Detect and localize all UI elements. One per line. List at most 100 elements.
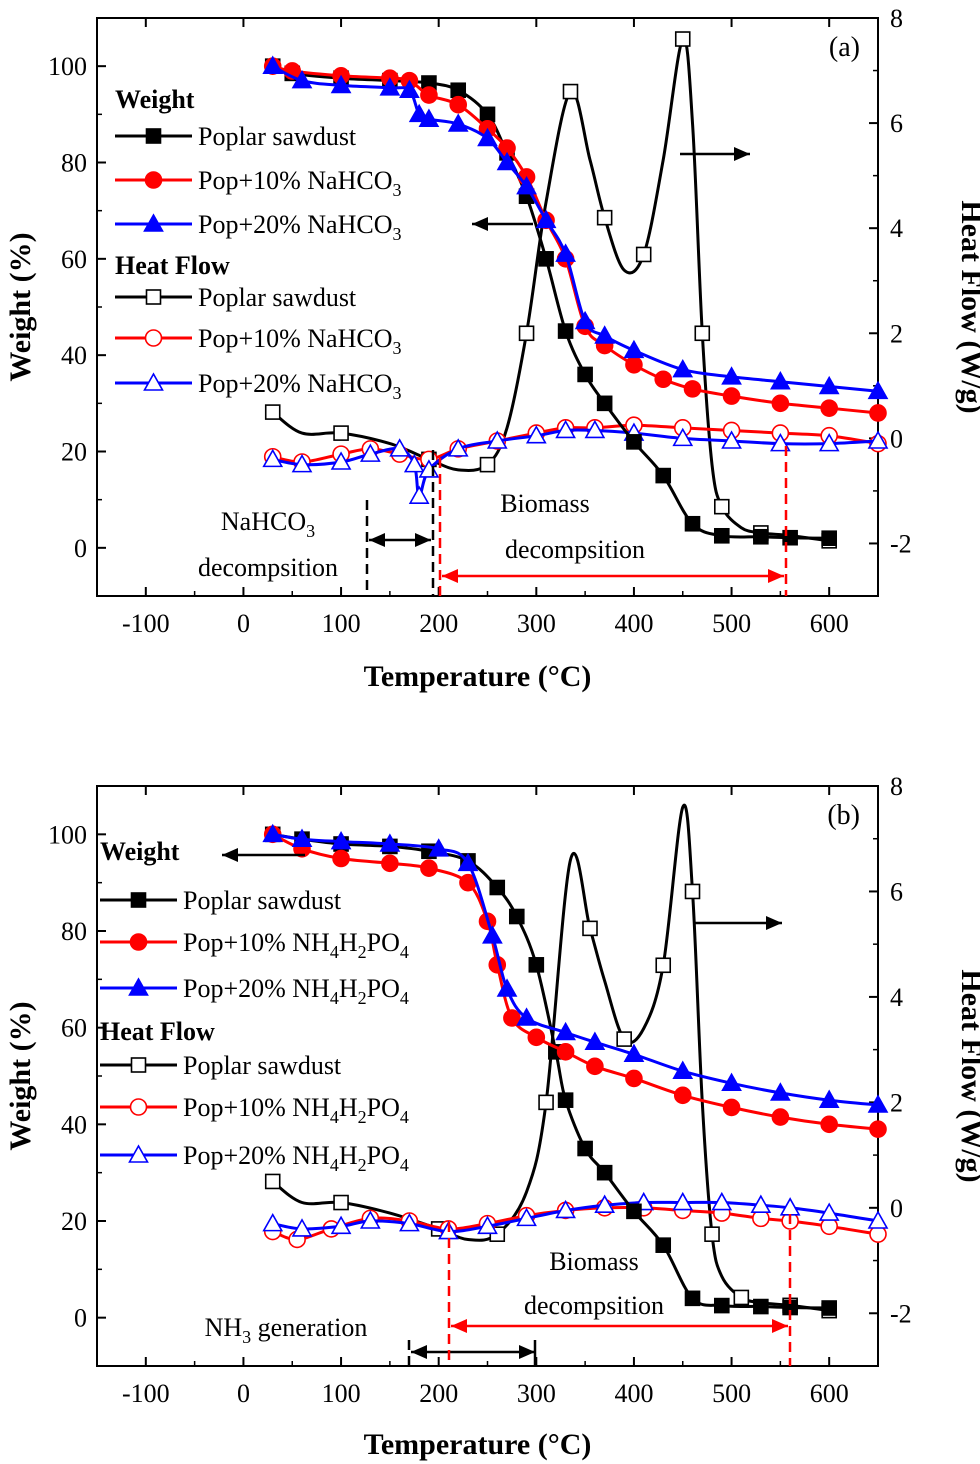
weight-axis-arrow-head: [472, 217, 488, 231]
weight-series-point: [672, 358, 694, 378]
weight-series-point: [577, 1140, 593, 1157]
x-tick-label: 300: [517, 1379, 556, 1408]
weight-series-point: [867, 1094, 889, 1113]
heat-flow-series-point: [616, 1031, 632, 1047]
weight-series-point: [721, 1072, 742, 1092]
weight-series-point: [557, 1092, 574, 1108]
weight-series-point: [596, 395, 613, 412]
legend-subscript: 2: [358, 942, 367, 962]
weight-series-point: [626, 1203, 642, 1220]
weight-series-point: [408, 103, 430, 123]
x-tick-label: -100: [122, 1379, 170, 1408]
annotation-biomass: Biomass: [500, 489, 590, 518]
weight-series-point: [535, 209, 557, 229]
weight-series-point: [457, 852, 479, 872]
y2-tick-label: 0: [890, 424, 903, 453]
weight-series-point: [527, 1028, 546, 1047]
legend-subscript: 2: [358, 1107, 367, 1127]
weight-series-line-1: [272, 832, 879, 1131]
legend-subscript: 2: [358, 988, 367, 1008]
legend-marker: [144, 171, 163, 189]
x-tick-label: 100: [322, 1379, 361, 1408]
legend-subscript: 4: [330, 1107, 339, 1127]
y2-tick-label: -2: [890, 529, 912, 558]
heat-flow-series-point: [291, 454, 313, 473]
legend-subscript: 3: [393, 338, 402, 358]
weight-series-point: [623, 1043, 645, 1063]
weight-series-point: [291, 69, 313, 89]
panel-a: -100 0 100 200 300 400 500 600 0 20 40 60 80 100 -2 0 2 4…: [4, 4, 980, 693]
heat-flow-series-point: [447, 438, 469, 457]
nahco3-range-arrow-head: [415, 533, 431, 547]
legend-entry-text: Poplar sawdust: [198, 122, 357, 151]
weight-series-point: [625, 355, 643, 374]
weight-series-point: [496, 978, 518, 997]
weight-series-point: [516, 1007, 537, 1026]
legend-entry-text: Poplar sawdust: [183, 1051, 342, 1080]
legend-entry: Poplar sawdust: [183, 886, 342, 915]
legend-marker: [128, 977, 149, 996]
y2-tick-label: 6: [890, 877, 903, 906]
x-tick-label: 600: [810, 1379, 849, 1408]
y-tick-label: 40: [61, 1110, 87, 1139]
annotation-nh3: NH3 generation: [205, 1313, 368, 1347]
weight-series-point: [291, 828, 313, 847]
annotation-biomass: Biomass: [549, 1247, 639, 1276]
heat-flow-series-point: [262, 1213, 284, 1232]
legend-entry: Poplar sawdust: [198, 122, 357, 151]
y-tick-label: 60: [61, 1014, 87, 1043]
weight-series-point: [771, 394, 790, 413]
weight-series-line-0: [272, 64, 830, 540]
heat-flow-series-point: [330, 451, 352, 470]
y2-tick-label: 8: [890, 772, 903, 801]
legend-marker: [143, 213, 164, 232]
legend-entry: Pop+10% NaHCO3: [198, 324, 402, 358]
y2-tick-label: 8: [890, 4, 903, 33]
biomass-range-arrow-tail: [442, 569, 458, 583]
heat-flow-series-point: [486, 430, 508, 449]
legend-formula-part: PO: [367, 1141, 400, 1170]
heat-flow-series-point: [562, 83, 579, 100]
weight-series-point: [684, 515, 701, 532]
weight-series-point: [753, 1298, 769, 1315]
weight-series-point: [496, 151, 518, 171]
y2-axis-label: Heat Flow (W/g): [955, 200, 980, 413]
heat-flow-series-point: [818, 432, 840, 452]
annotation-nahco3-line2: decompsition: [198, 553, 338, 582]
legend-entry: Pop+20% NH4H2PO4: [183, 1141, 409, 1175]
weight-series-point: [721, 366, 742, 385]
heat-flow-series-point: [516, 1207, 537, 1227]
heat-flow-series-point: [359, 443, 381, 462]
legend-marker: [143, 372, 164, 391]
weight-series-point: [428, 838, 450, 857]
weight-series-point: [330, 74, 352, 94]
weight-series-point: [673, 1086, 692, 1105]
x-axis-label: Temperature (°C): [364, 660, 592, 693]
weight-series-point: [818, 1089, 840, 1108]
legend-marker: [145, 289, 162, 305]
legend-subscript: 4: [400, 1155, 409, 1175]
heat-flow-series-point: [672, 427, 694, 447]
legend-subscript: 4: [330, 942, 339, 962]
biomass-range-arrow-head: [772, 1319, 788, 1333]
legend-formula-part: H: [339, 928, 358, 957]
y-tick-label: 100: [48, 820, 87, 849]
weight-series-point: [684, 1290, 701, 1307]
y2-tick-label: 4: [890, 983, 903, 1012]
weight-series-point: [489, 879, 506, 896]
heat-flow-series-point: [733, 1289, 750, 1306]
y-tick-label: 80: [61, 149, 87, 178]
heat-flow-series-point: [750, 1194, 772, 1213]
heat-flow-series-point: [672, 1191, 694, 1211]
heat-flow-series-point: [538, 1094, 554, 1111]
weight-series-point: [399, 79, 420, 99]
heat-flow-series-point: [389, 438, 411, 457]
heatflow-axis-arrow-head: [734, 147, 750, 161]
annotation-nahco3: NaHCO3: [221, 507, 315, 541]
x-tick-label: 0: [237, 609, 250, 638]
legend-entry-text: Pop+20% NaHCO: [198, 369, 393, 398]
heat-flow-series-point: [399, 1213, 420, 1232]
legend-weight-heading: Weight: [115, 85, 195, 114]
weight-series-point: [479, 106, 496, 123]
